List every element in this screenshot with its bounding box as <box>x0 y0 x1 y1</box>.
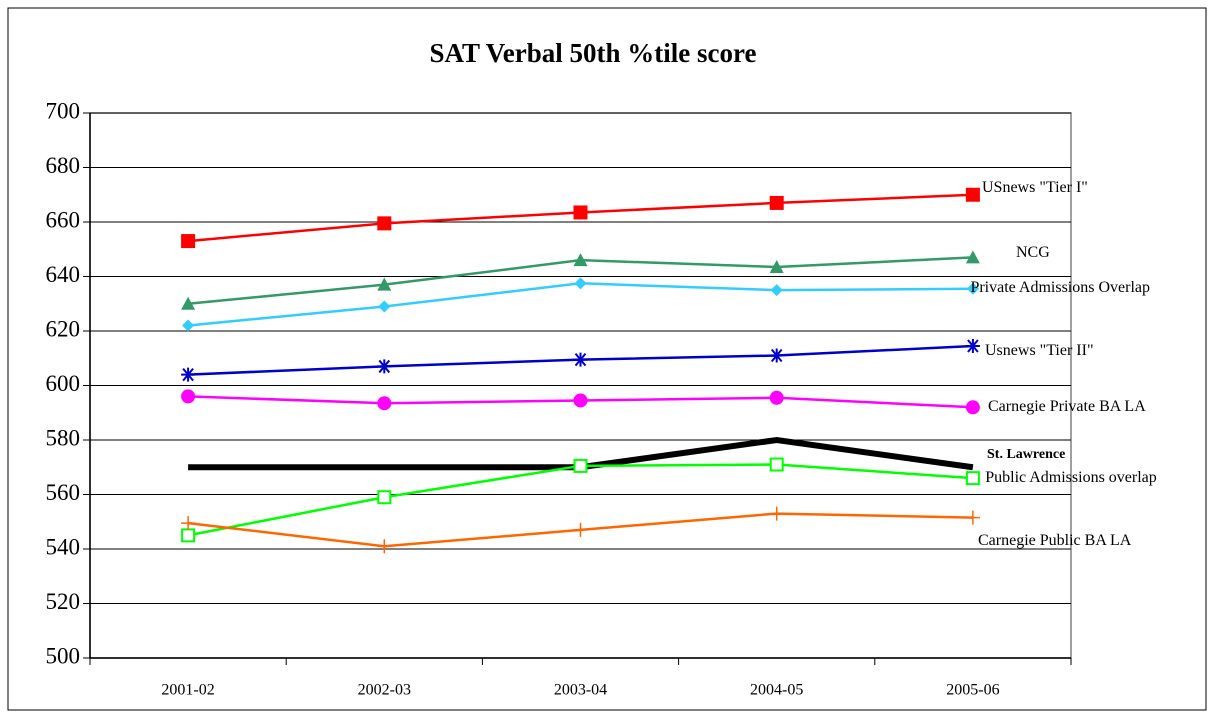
y-tick-label: 500 <box>46 643 81 668</box>
series-label: Carnegie Private BA LA <box>988 398 1146 415</box>
marker <box>181 367 196 382</box>
marker <box>769 457 784 472</box>
marker <box>377 359 392 374</box>
marker <box>965 187 980 202</box>
marker <box>965 400 980 415</box>
marker <box>573 352 588 367</box>
y-tick-label: 640 <box>46 262 81 287</box>
y-tick-label: 560 <box>46 480 81 505</box>
y-tick-label: 680 <box>46 153 81 178</box>
marker <box>965 338 980 353</box>
series-label: Private Admissions Overlap <box>970 279 1150 296</box>
marker <box>769 506 784 521</box>
y-tick-label: 700 <box>46 98 81 123</box>
y-tick-label: 620 <box>46 316 81 341</box>
marker <box>378 300 391 313</box>
x-tick-label: 2005-06 <box>946 682 999 699</box>
x-tick-label: 2004-05 <box>750 682 803 699</box>
marker <box>181 528 196 543</box>
marker <box>377 490 392 505</box>
x-tick-label: 2001-02 <box>161 682 214 699</box>
series-label: NCG <box>1016 244 1050 261</box>
marker <box>573 393 588 408</box>
series-label: Carnegie Public BA LA <box>978 532 1132 549</box>
marker <box>181 389 196 404</box>
marker <box>769 348 784 363</box>
marker <box>965 510 980 525</box>
marker <box>769 259 784 273</box>
marker <box>573 253 588 267</box>
marker <box>965 250 980 264</box>
marker <box>574 277 587 290</box>
marker <box>181 516 196 531</box>
marker <box>181 296 196 310</box>
marker <box>573 458 588 473</box>
marker <box>966 282 979 295</box>
y-tick-label: 540 <box>46 534 81 559</box>
x-tick-label: 2003-04 <box>554 682 607 699</box>
y-tick-label: 520 <box>46 589 81 614</box>
series-label: Public Admissions overlap <box>985 469 1157 486</box>
marker <box>377 396 392 411</box>
marker <box>377 277 392 291</box>
series-label: USnews "Tier I" <box>982 179 1088 196</box>
series-label: St. Lawrence <box>987 447 1066 462</box>
y-tick-label: 660 <box>46 207 81 232</box>
series-label: Usnews "Tier II" <box>985 342 1094 359</box>
marker <box>770 284 783 297</box>
marker <box>377 539 392 554</box>
marker <box>573 522 588 537</box>
marker <box>377 216 392 231</box>
marker <box>181 234 196 249</box>
y-tick-label: 600 <box>46 371 81 396</box>
x-tick-label: 2002-03 <box>358 682 411 699</box>
marker <box>769 390 784 405</box>
marker <box>573 205 588 220</box>
chart-title: SAT Verbal 50th %tile score <box>429 38 756 68</box>
marker <box>769 195 784 210</box>
marker <box>965 471 980 486</box>
y-tick-label: 580 <box>46 425 81 450</box>
marker <box>182 319 195 332</box>
